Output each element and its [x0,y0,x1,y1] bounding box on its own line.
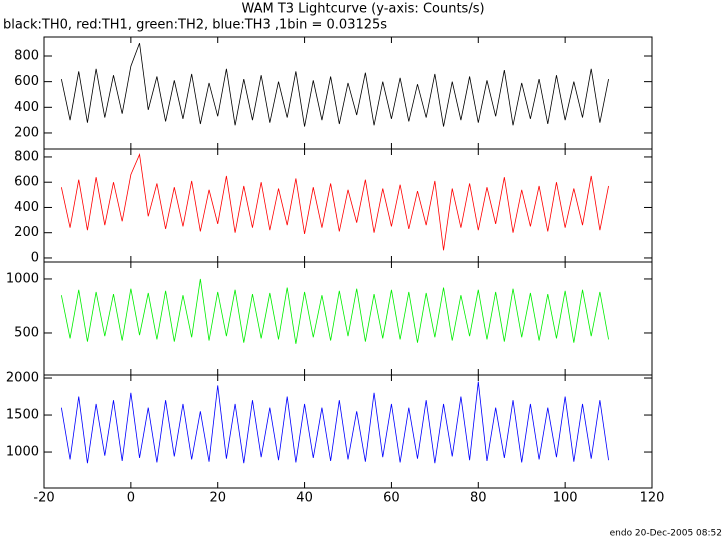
y-tick-label: 1000 [6,445,39,460]
footer: endo 20-Dec-2005 08:52 [610,529,722,539]
chart-subtitle: black:TH0, red:TH1, green:TH2, blue:TH3 … [3,18,387,33]
x-tick-label: 60 [383,491,400,506]
y-tick-label: 800 [14,149,39,164]
y-tick-label: 400 [14,100,39,115]
light-curve [60,43,609,127]
y-tick-label: 500 [14,325,39,340]
y-tick-label: 600 [14,175,39,190]
y-tick-label: 2000 [6,371,39,386]
x-tick-label: 80 [470,491,487,506]
x-tick-label: 20 [209,491,226,506]
x-tick-label: 0 [127,491,135,506]
light-curve [60,381,609,464]
x-tick-label: 40 [296,491,313,506]
panel-frame [43,374,653,489]
y-tick-label: 200 [14,125,39,140]
y-tick-label: 200 [14,225,39,240]
y-tick-label: 1500 [6,408,39,423]
x-tick-label: -20 [33,491,54,506]
panel-frame [43,261,653,376]
y-tick-label: 0 [31,250,39,265]
x-tick-label: 120 [640,491,665,506]
y-tick-label: 800 [14,48,39,63]
light-curve [60,278,609,344]
x-tick-label: 100 [553,491,578,506]
y-tick-label: 600 [14,74,39,89]
y-tick-label: 1000 [6,271,39,286]
light-curve [60,152,609,251]
chart-title: WAM T3 Lightcurve (y-axis: Counts/s) [241,2,484,17]
y-tick-label: 400 [14,200,39,215]
